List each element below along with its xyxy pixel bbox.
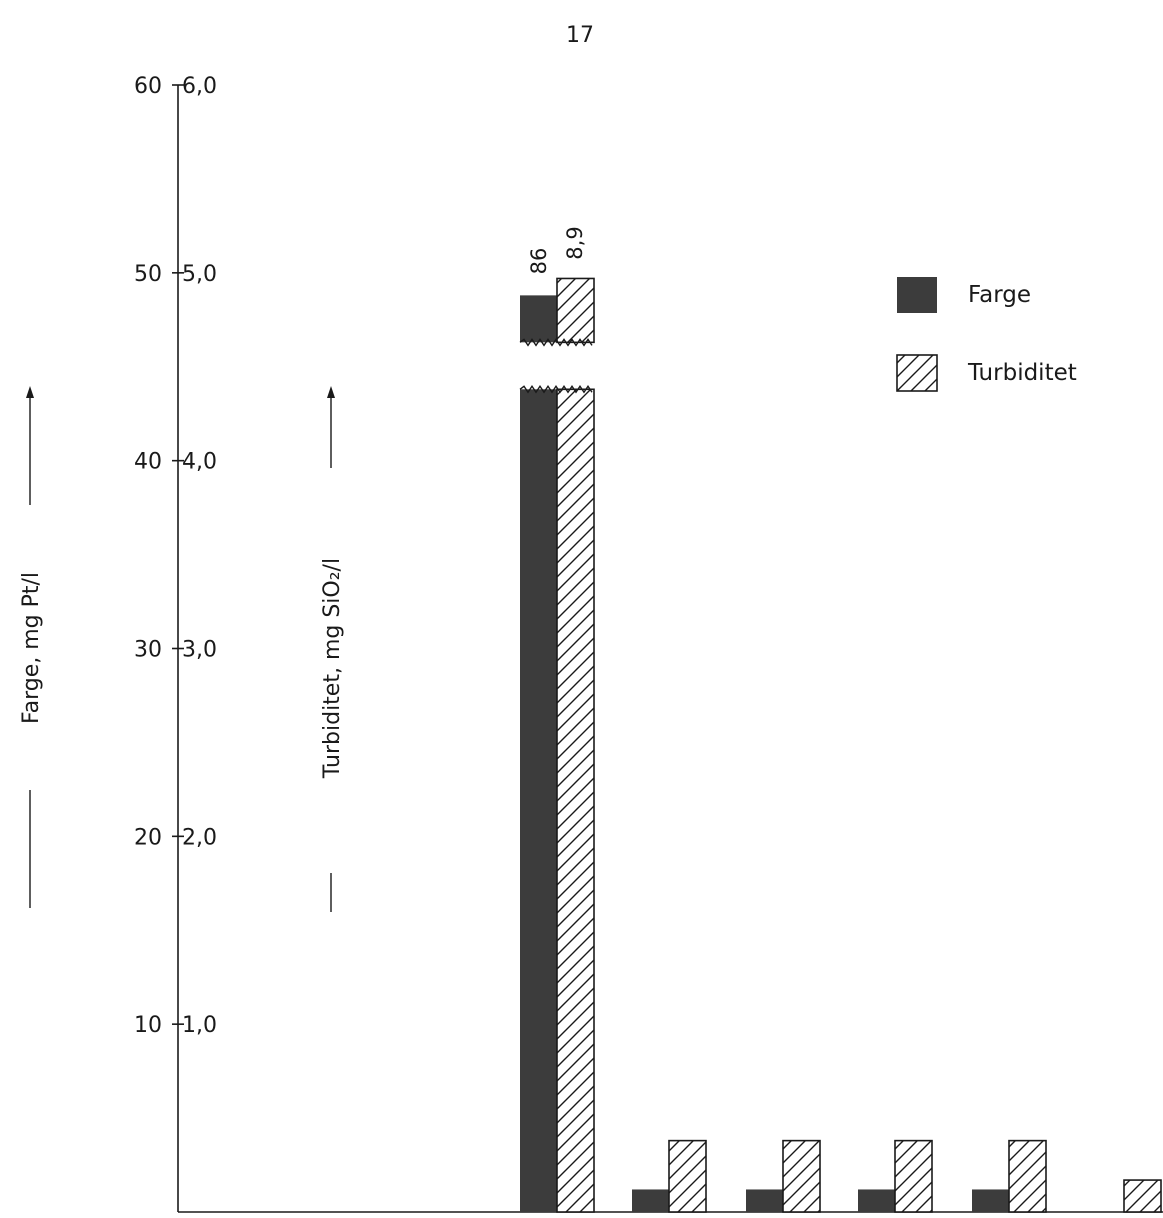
left-axis-title-group: Farge, mg Pt/l (14, 386, 46, 908)
right-tick-label: 2,0 (182, 825, 217, 850)
right-tick-label: 6,0 (182, 74, 217, 99)
left-tick-label: 60 (134, 74, 162, 99)
bar-farge (520, 389, 557, 1212)
page-number: 17 (566, 23, 594, 48)
right-axis-title: Turbiditet, mg SiO₂/l (320, 558, 345, 779)
bar-turbiditet (782, 1139, 821, 1213)
legend-label-turbiditet: Turbiditet (967, 360, 1077, 386)
left-tick-label: 30 (134, 638, 162, 663)
bar-farge (972, 1189, 1009, 1212)
bar-label-turbiditet: 8,9 (563, 226, 587, 259)
legend-swatch-turbiditet (896, 354, 938, 392)
bar-farge (632, 1189, 669, 1212)
bar-turbiditet (1123, 1179, 1162, 1213)
bar-turbiditet-top (556, 277, 595, 344)
right-tick-label: 1,0 (182, 1013, 217, 1038)
bar-farge (858, 1189, 895, 1212)
left-axis-title: Farge, mg Pt/l (19, 572, 44, 724)
left-tick-label: 40 (134, 450, 162, 475)
bar-turbiditet (556, 388, 595, 1213)
left-tick-label: 50 (134, 262, 162, 287)
left-tick-label: 10 (134, 1013, 162, 1038)
left-tick-label: 20 (134, 825, 162, 850)
axis-break (519, 385, 593, 394)
bar-farge-top (520, 295, 557, 343)
bar-farge (746, 1189, 783, 1212)
bar-turbiditet (668, 1139, 707, 1213)
bar-turbiditet (894, 1139, 933, 1213)
legend: Farge Turbiditet (896, 277, 1077, 392)
axis-break (519, 338, 593, 347)
right-tick-label: 4,0 (182, 450, 217, 475)
left-axis-arrow-head (26, 386, 34, 398)
right-axis-arrow-head (327, 386, 335, 398)
bars (519, 277, 1162, 1213)
bar-label-farge: 86 (527, 248, 551, 275)
right-tick-label: 3,0 (182, 638, 217, 663)
legend-swatch-farge (897, 277, 937, 313)
bar-turbiditet (1008, 1139, 1047, 1213)
right-tick-label: 5,0 (182, 262, 217, 287)
axis-ticks: 10 1,0 20 2,0 30 3,0 40 4,0 50 5,0 60 6,0 (134, 74, 217, 1038)
legend-label-farge: Farge (968, 282, 1031, 308)
right-axis-title-group: Turbiditet, mg SiO₂/l (315, 386, 347, 912)
